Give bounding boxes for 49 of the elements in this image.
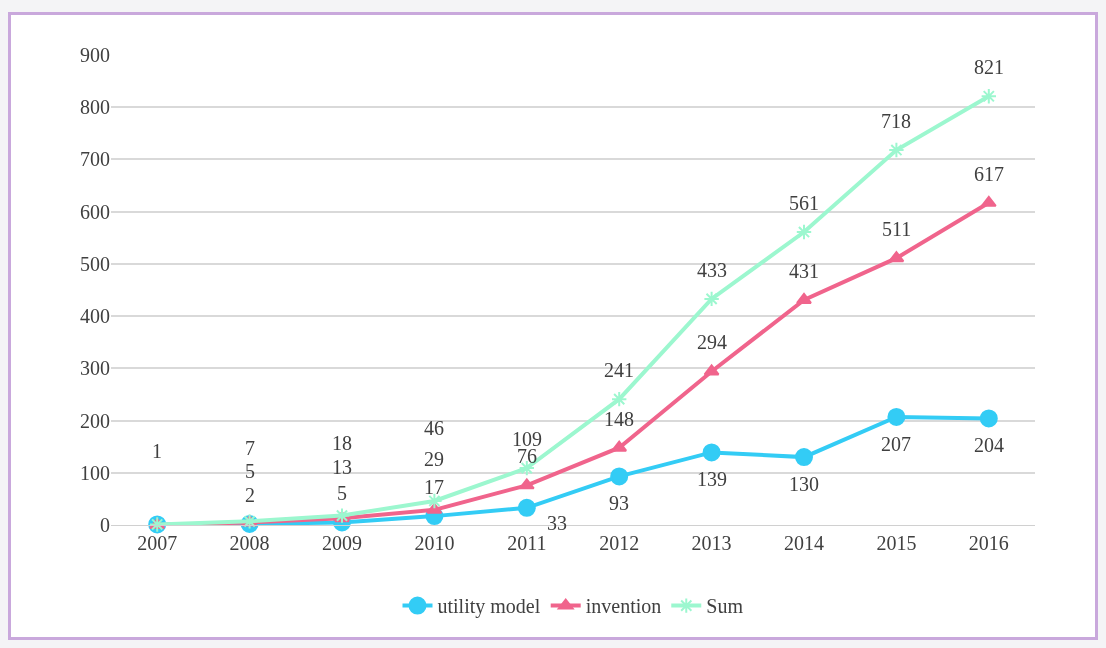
data-label: 139 — [697, 468, 727, 490]
data-label: 1 — [152, 440, 162, 462]
x-tick-label: 2010 — [414, 532, 455, 554]
x-tick-label: 2011 — [507, 532, 547, 554]
y-tick-label: 100 — [80, 461, 110, 484]
data-label: 5 — [337, 482, 347, 504]
x-tick-label: 2012 — [599, 532, 640, 554]
data-label: 46 — [424, 417, 444, 439]
x-tick-label: 2009 — [322, 532, 362, 554]
data-label: 2 — [245, 484, 255, 506]
data-label: 18 — [332, 432, 352, 454]
data-label: 561 — [789, 192, 819, 214]
data-label: 13 — [332, 456, 352, 478]
legend-label: invention — [585, 595, 662, 618]
x-tick-label: 2014 — [784, 532, 824, 554]
data-label: 718 — [881, 110, 911, 132]
x-tick-label: 2015 — [876, 532, 917, 554]
y-tick-label: 400 — [80, 305, 110, 328]
data-label: 7 — [245, 437, 255, 459]
data-label: 93 — [609, 492, 629, 514]
data-label: 5 — [245, 460, 255, 482]
data-label: 33 — [547, 512, 567, 534]
y-tick-label: 200 — [80, 409, 110, 432]
data-label: 29 — [424, 448, 444, 470]
x-tick-label: 2013 — [691, 532, 732, 554]
y-tick-label: 0 — [100, 514, 110, 536]
x-tick-label: 2008 — [229, 532, 270, 554]
data-label: 431 — [789, 260, 819, 282]
y-tick-label: 500 — [80, 252, 110, 275]
y-tick-label: 300 — [80, 357, 110, 380]
data-label: 148 — [604, 408, 634, 430]
data-label: 821 — [974, 56, 1004, 78]
y-tick-label: 900 — [80, 44, 110, 66]
y-tick-label: 700 — [80, 148, 110, 171]
data-label: 617 — [974, 163, 1004, 185]
data-label: 241 — [604, 359, 634, 381]
y-tick-label: 800 — [80, 96, 110, 119]
legend-label: utility model — [437, 595, 541, 619]
x-tick-label: 2016 — [968, 532, 1009, 554]
data-label: 511 — [882, 218, 912, 240]
data-label: 207 — [881, 433, 911, 455]
data-label: 17 — [424, 476, 444, 498]
data-label: 433 — [697, 259, 727, 281]
data-label: 294 — [697, 331, 727, 353]
y-tick-label: 600 — [80, 200, 110, 223]
legend-label: Sum — [706, 595, 744, 618]
x-tick-label: 2007 — [137, 532, 178, 554]
data-label: 204 — [974, 434, 1004, 456]
data-label: 130 — [789, 473, 819, 495]
